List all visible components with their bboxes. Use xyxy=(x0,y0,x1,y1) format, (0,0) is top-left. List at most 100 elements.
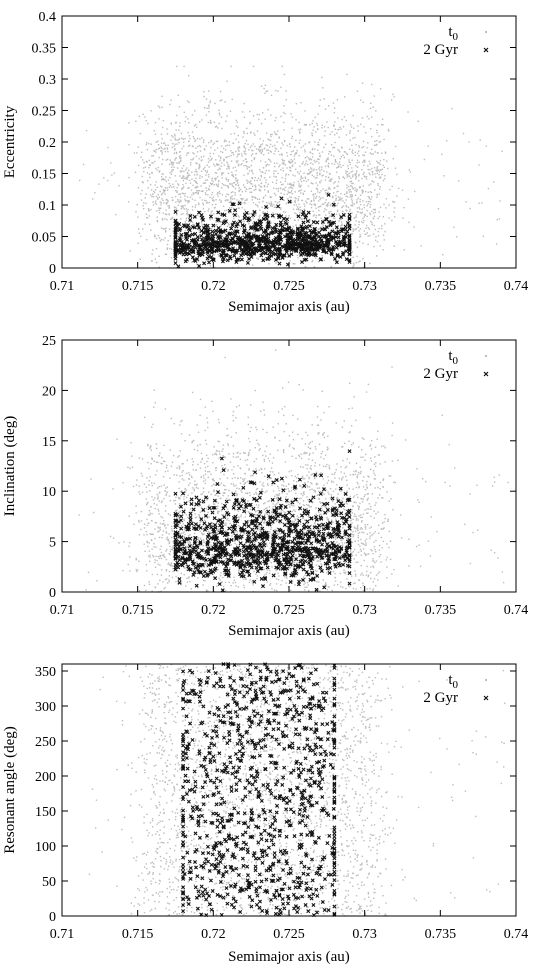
data-point xyxy=(214,171,217,174)
data-point xyxy=(164,408,167,410)
data-point xyxy=(264,194,267,197)
data-point xyxy=(179,154,182,157)
data-point xyxy=(282,249,284,252)
data-point xyxy=(155,151,157,153)
data-point xyxy=(274,132,277,135)
data-point xyxy=(160,202,163,204)
data-point xyxy=(371,210,373,212)
data-point xyxy=(394,481,397,484)
data-point xyxy=(358,486,360,489)
data-point xyxy=(354,154,356,157)
data-point xyxy=(250,131,252,133)
data-point xyxy=(351,167,353,169)
data-point xyxy=(351,541,354,544)
data-point xyxy=(145,564,148,566)
data-point xyxy=(369,416,371,419)
data-point xyxy=(165,558,168,561)
data-point xyxy=(331,550,333,552)
data-point xyxy=(299,217,301,219)
data-point xyxy=(149,194,152,196)
data-point xyxy=(375,236,377,238)
data-point xyxy=(270,230,275,235)
data-point xyxy=(320,227,325,232)
data-point xyxy=(396,195,398,197)
data-point xyxy=(161,178,163,181)
data-point xyxy=(359,208,361,210)
data-point xyxy=(188,174,191,176)
data-point xyxy=(349,163,351,166)
data-point xyxy=(216,539,219,541)
data-point xyxy=(169,176,171,179)
data-point xyxy=(295,152,297,155)
data-point xyxy=(204,166,206,169)
data-point xyxy=(351,552,353,554)
data-point xyxy=(237,244,242,249)
data-point xyxy=(244,209,246,211)
data-point xyxy=(211,234,216,239)
data-point xyxy=(339,562,342,564)
data-point xyxy=(288,161,290,164)
data-point xyxy=(397,187,400,190)
data-point xyxy=(232,456,235,458)
data-point xyxy=(373,224,375,227)
data-point xyxy=(294,263,296,265)
data-point xyxy=(366,215,368,218)
data-point xyxy=(353,515,356,518)
data-point xyxy=(334,534,337,536)
data-point xyxy=(193,125,196,127)
data-point xyxy=(263,212,268,217)
data-point xyxy=(110,162,112,164)
data-point xyxy=(407,198,410,200)
data-point xyxy=(355,190,358,193)
data-point xyxy=(342,445,344,448)
data-marks xyxy=(78,349,509,593)
data-point xyxy=(319,205,321,208)
data-point xyxy=(193,259,198,263)
data-point xyxy=(155,195,158,198)
data-point xyxy=(180,495,182,497)
data-point xyxy=(116,438,118,441)
data-point xyxy=(175,575,177,578)
data-point xyxy=(153,460,155,462)
data-point xyxy=(289,169,291,172)
data-point xyxy=(273,162,276,165)
data-point xyxy=(244,510,247,513)
data-point xyxy=(380,169,382,171)
data-point xyxy=(188,577,190,579)
data-point xyxy=(193,489,195,492)
data-point xyxy=(149,164,151,166)
data-point xyxy=(214,217,216,219)
data-point xyxy=(280,562,282,564)
data-point xyxy=(235,237,240,242)
data-point xyxy=(362,582,364,584)
data-point xyxy=(175,208,178,210)
data-point xyxy=(150,229,152,231)
data-point xyxy=(320,456,322,458)
data-point xyxy=(196,145,199,148)
data-point xyxy=(195,171,198,173)
data-point xyxy=(337,181,340,183)
data-point xyxy=(209,101,211,104)
data-point xyxy=(418,501,420,503)
data-point xyxy=(383,239,385,241)
data-point xyxy=(181,137,183,139)
data-point xyxy=(266,239,270,244)
data-point xyxy=(165,180,167,182)
data-point xyxy=(183,141,185,143)
data-point xyxy=(364,190,367,193)
data-point xyxy=(254,145,256,148)
data-point xyxy=(270,467,273,469)
data-point xyxy=(286,493,288,495)
data-point xyxy=(335,537,337,539)
data-point xyxy=(156,219,158,222)
data-point xyxy=(333,206,335,208)
data-point xyxy=(179,533,181,536)
data-point xyxy=(296,171,299,173)
data-point xyxy=(345,209,347,211)
data-point xyxy=(359,545,361,547)
data-point xyxy=(259,179,261,181)
data-point xyxy=(346,176,349,178)
data-point xyxy=(259,185,262,188)
data-point xyxy=(256,113,258,116)
data-point xyxy=(262,167,265,169)
